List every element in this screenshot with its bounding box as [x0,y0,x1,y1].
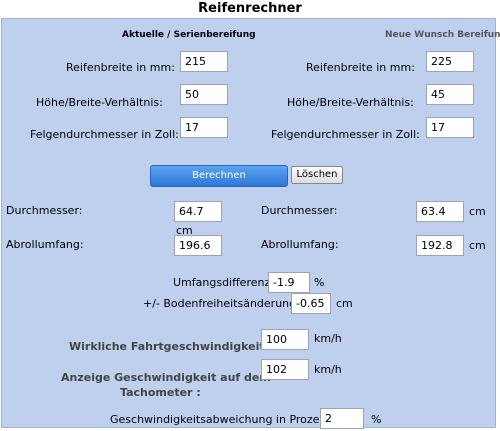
actual-speed-input[interactable] [261,329,309,350]
display-speed-label-line1: Anzeige Geschwindigkeit auf dem [61,371,271,384]
new-ratio-input[interactable] [426,84,474,105]
new-width-input[interactable] [426,51,474,72]
new-tires-header: Neue Wunsch Bereifung [385,30,500,40]
current-circumference-output[interactable] [174,235,222,256]
current-width-label: Reifenbreite in mm: [66,61,175,74]
actual-speed-label: Wirkliche Fahrtgeschwindigkeit : [69,340,273,353]
actual-speed-unit: km/h [314,332,342,345]
new-circumference-label: Abrollumfang: [261,238,339,251]
new-circumference-unit: cm [469,239,486,252]
current-diameter-output[interactable] [174,201,222,222]
calculate-button[interactable]: Berechnen [150,165,288,187]
current-rim-label: Felgendurchmesser in Zoll: [30,128,179,141]
new-ratio-label: Höhe/Breite-Verhältnis: [287,96,414,109]
current-circumference-label: Abrollumfang: [6,238,84,251]
new-width-label: Reifenbreite in mm: [306,61,415,74]
current-width-input[interactable] [180,51,228,72]
clearance-change-label: +/- Bodenfreiheitsänderung: [143,297,300,310]
new-diameter-output[interactable] [416,201,464,222]
clearance-change-output[interactable] [291,293,331,314]
calculator-panel: Aktuelle / Serienbereifung Neue Wunsch B… [1,18,500,429]
current-ratio-label: Höhe/Breite-Verhältnis: [36,96,163,109]
circumference-difference-unit: % [314,276,325,289]
current-tires-header: Aktuelle / Serienbereifung [122,30,256,40]
clearance-change-unit: cm [336,297,353,310]
display-speed-label-line2: Tachometer : [120,386,201,399]
new-rim-label: Felgendurchmesser in Zoll: [271,128,420,141]
page-title: Reifenrechner [198,1,302,16]
display-speed-output[interactable] [261,359,309,380]
display-speed-unit: km/h [314,363,342,376]
current-rim-input[interactable] [180,117,228,138]
current-diameter-label: Durchmesser: [6,204,83,217]
circumference-difference-output[interactable] [268,272,310,293]
new-rim-input[interactable] [426,117,474,138]
speed-deviation-label: Geschwindigkeitsabweichung in Prozent: [110,413,335,426]
speed-deviation-output[interactable] [320,408,364,429]
clear-button[interactable]: Löschen [291,166,343,184]
new-diameter-label: Durchmesser: [261,204,338,217]
new-diameter-unit: cm [469,205,486,218]
current-diameter-unit: cm [176,224,193,237]
circumference-difference-label: Umfangsdifferenz: [173,276,274,289]
current-ratio-input[interactable] [180,84,228,105]
new-circumference-output[interactable] [416,235,464,256]
speed-deviation-unit: % [371,413,382,426]
